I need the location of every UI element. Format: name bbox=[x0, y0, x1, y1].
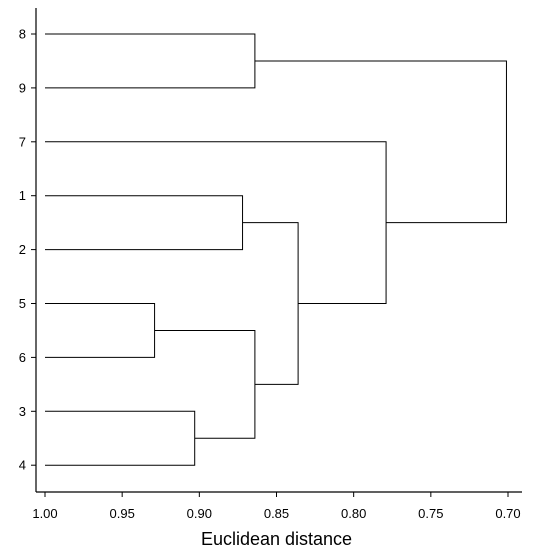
x-tick-label: 1.00 bbox=[32, 506, 57, 521]
leaf-label-7: 7 bbox=[19, 134, 26, 149]
x-tick-label: 0.95 bbox=[110, 506, 135, 521]
leaf-label-9: 9 bbox=[19, 80, 26, 95]
branch-b bbox=[45, 410, 196, 466]
leaf-label-5: 5 bbox=[19, 296, 26, 311]
x-tick-label: 0.80 bbox=[341, 506, 366, 521]
branch-e bbox=[154, 329, 256, 439]
leaf-label-8: 8 bbox=[19, 27, 26, 42]
branch-g bbox=[45, 141, 387, 304]
x-tick-label: 0.90 bbox=[187, 506, 212, 521]
branch-f bbox=[242, 222, 299, 385]
branch-c bbox=[45, 195, 244, 251]
x-tick-label: 0.70 bbox=[495, 506, 520, 521]
x-axis-title: Euclidean distance bbox=[201, 529, 352, 549]
branch-h bbox=[254, 60, 507, 224]
branch-d bbox=[45, 33, 256, 89]
x-ticks: 1.00 0.95 0.90 0.85 0.80 0.75 0.70 bbox=[32, 492, 521, 521]
x-tick-label: 0.85 bbox=[264, 506, 289, 521]
dendrogram-branches bbox=[45, 33, 507, 466]
leaf-label-1: 1 bbox=[19, 188, 26, 203]
leaf-label-3: 3 bbox=[19, 404, 26, 419]
leaf-label-6: 6 bbox=[19, 350, 26, 365]
leaf-ticks: 8 9 7 1 2 5 6 3 4 bbox=[19, 27, 36, 473]
leaf-label-4: 4 bbox=[19, 458, 26, 473]
x-tick-label: 0.75 bbox=[418, 506, 443, 521]
branch-a bbox=[45, 303, 156, 358]
leaf-label-2: 2 bbox=[19, 242, 26, 257]
